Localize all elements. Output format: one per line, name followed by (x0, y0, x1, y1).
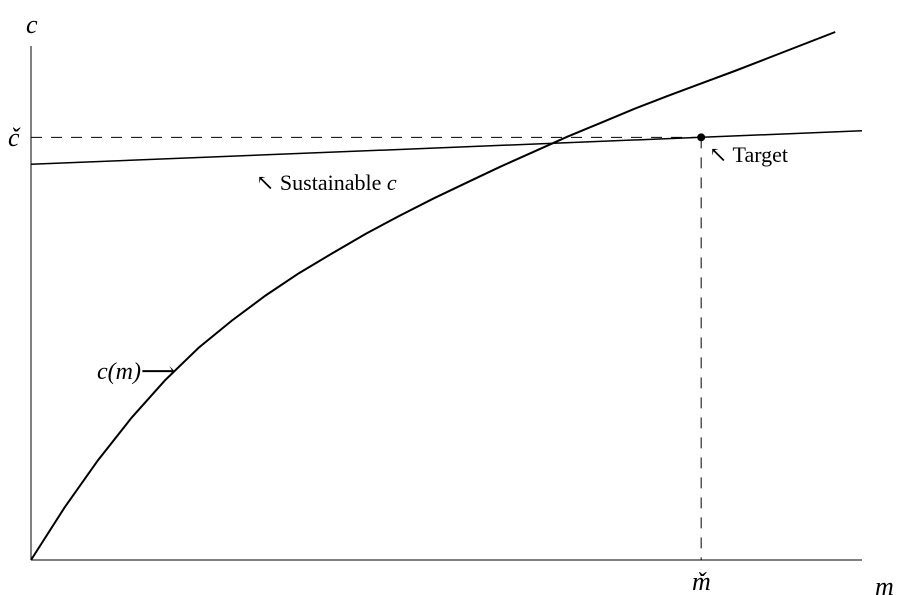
x-axis-label: m (875, 572, 894, 595)
sustainable-c-annotation: ↖ Sustainable c (256, 170, 397, 195)
m-check-tick-label: m̌ (692, 567, 711, 595)
target-annotation: ↖ Target (709, 142, 788, 167)
target-point (697, 133, 706, 142)
c-check-tick-label: č (8, 123, 21, 152)
y-axis-label: c (26, 10, 38, 39)
sustainable-consumption-line (30, 130, 863, 166)
consumption-function-line (30, 31, 836, 561)
c-of-m-annotation: c(m)⟶ (97, 359, 175, 385)
